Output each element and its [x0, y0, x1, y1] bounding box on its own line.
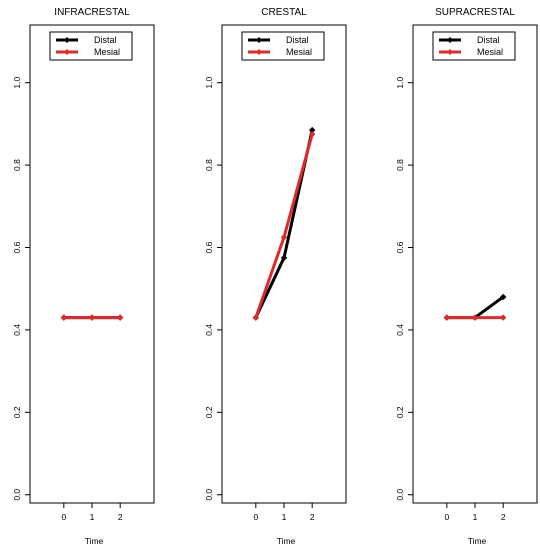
series-mesial: [443, 314, 507, 321]
x-axis-label: Time: [277, 536, 296, 546]
x-tick-label: 1: [90, 512, 95, 522]
y-tick-label: 0.2: [204, 406, 214, 418]
data-point: [116, 314, 124, 321]
x-tick-label: 0: [444, 512, 449, 522]
y-tick-label: 0.0: [395, 489, 405, 501]
panel-infracrestal: INFRACRESTAL 0.0 0.2 0.4 0.6 0.8 1.0 0 1 2 Time Dis…: [12, 7, 155, 546]
panel-supracrestal: SUPRACRESTAL 0.0 0.2 0.4 0.6 0.8 1.0 0 1 2 Time Dis…: [395, 7, 538, 546]
y-tick-label: 0.0: [12, 489, 22, 501]
data-point: [499, 293, 507, 301]
legend-entry: Distal: [477, 35, 500, 45]
y-tick-label: 1.0: [395, 77, 405, 89]
x-tick-label: 2: [118, 512, 123, 522]
legend-box: [432, 31, 516, 61]
data-point: [308, 130, 316, 138]
series-mesial: [60, 314, 124, 321]
legend-entry: Mesial: [286, 47, 312, 57]
y-tick-label: 1.0: [12, 77, 22, 89]
y-axis: 0.0 0.2 0.4 0.6 0.8 1.0: [12, 77, 30, 501]
x-tick-label: 1: [282, 512, 287, 522]
plot-frame: [412, 24, 538, 504]
x-tick-label: 0: [61, 512, 66, 522]
legend-marker: [64, 49, 70, 55]
y-tick-label: 0.6: [204, 241, 214, 253]
y-axis: 0.0 0.2 0.4 0.6 0.8 1.0: [395, 77, 413, 501]
data-point: [60, 314, 68, 321]
y-tick-label: 0.4: [204, 324, 214, 336]
legend-entry: Mesial: [94, 47, 120, 57]
chart-title: CRESTAL: [261, 7, 307, 18]
plot-frame: [221, 24, 347, 504]
x-tick-label: 1: [473, 512, 478, 522]
legend-marker: [256, 49, 262, 55]
x-axis-label: Time: [468, 536, 487, 546]
x-axis: 0 1 2: [444, 502, 506, 522]
data-point: [443, 314, 451, 321]
x-axis: 0 1 2: [61, 502, 123, 522]
legend: Distal Mesial: [241, 31, 325, 61]
y-tick-label: 0.6: [12, 241, 22, 253]
legend-entry: Distal: [94, 35, 117, 45]
legend-entry: Mesial: [477, 47, 503, 57]
data-point: [252, 314, 260, 321]
y-tick-label: 0.2: [395, 406, 405, 418]
x-axis-label: Time: [85, 536, 104, 546]
data-point: [308, 126, 316, 134]
data-point: [499, 314, 507, 321]
y-tick-label: 0.8: [12, 159, 22, 171]
legend-marker: [64, 37, 70, 43]
legend-marker: [256, 37, 262, 43]
y-axis: 0.0 0.2 0.4 0.6 0.8 1.0: [204, 77, 222, 501]
data-point: [88, 314, 96, 321]
data-point: [280, 254, 288, 262]
x-axis: 0 1 2: [253, 502, 315, 522]
series-mesial: [252, 130, 316, 321]
legend-box: [49, 31, 133, 61]
chart-title: SUPRACRESTAL: [435, 7, 515, 18]
y-tick-label: 0.4: [395, 324, 405, 336]
data-point: [280, 234, 288, 241]
legend: Distal Mesial: [432, 31, 516, 61]
x-tick-label: 0: [253, 512, 258, 522]
x-tick-label: 2: [501, 512, 506, 522]
panel-crestal: CRESTAL 0.0 0.2 0.4 0.6 0.8 1.0 0 1 2 Time Distal Me…: [204, 7, 347, 546]
legend-box: [241, 31, 325, 61]
y-tick-label: 0.0: [204, 489, 214, 501]
series-line: [254, 132, 314, 320]
y-tick-label: 0.8: [395, 159, 405, 171]
legend: Distal Mesial: [49, 31, 133, 61]
data-point: [471, 314, 479, 321]
y-tick-label: 1.0: [204, 77, 214, 89]
legend-marker: [447, 49, 453, 55]
legend-entry: Distal: [286, 35, 309, 45]
y-tick-label: 0.2: [12, 406, 22, 418]
plot-frame: [29, 24, 155, 504]
y-tick-label: 0.8: [204, 159, 214, 171]
y-tick-label: 0.4: [12, 324, 22, 336]
x-tick-label: 2: [310, 512, 315, 522]
legend-marker: [447, 37, 453, 43]
chart-title: INFRACRESTAL: [54, 7, 130, 18]
y-tick-label: 0.6: [395, 241, 405, 253]
